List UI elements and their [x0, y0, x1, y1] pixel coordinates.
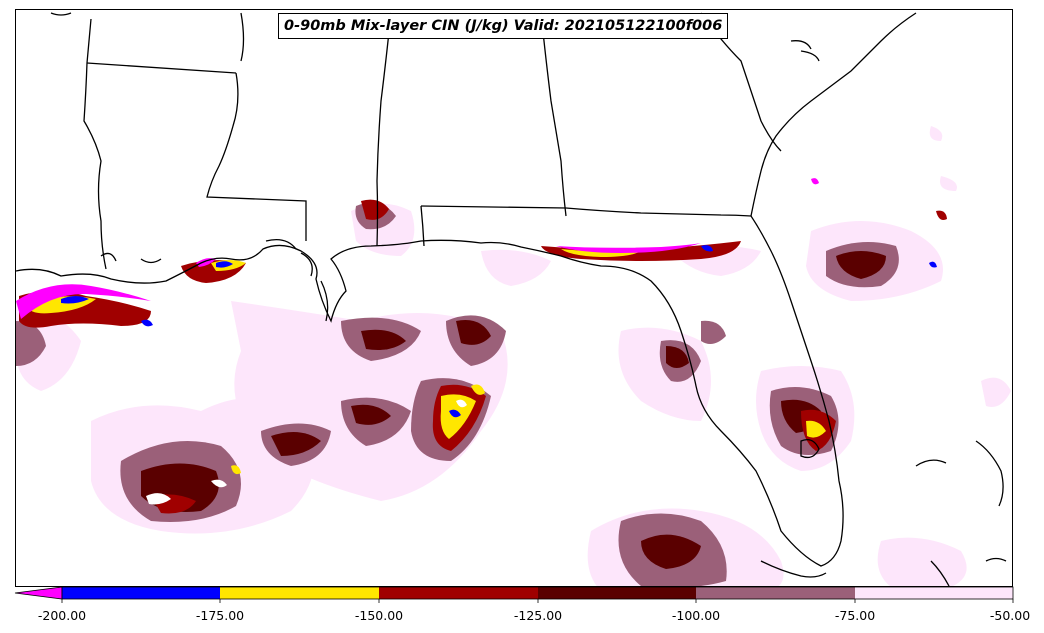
colorbar-tick-label: -150.00: [354, 608, 404, 623]
carolina-coast-detail: [790, 40, 820, 62]
geography-boundaries: [16, 12, 1007, 586]
map-panel: [15, 9, 1013, 587]
colorbar-segment-pink: [855, 587, 1013, 599]
map-canvas: [16, 12, 1011, 586]
colorbar-tick-label: -125.00: [513, 608, 563, 623]
colorbar: [14, 586, 1014, 603]
colorbar-tick-label: -75.00: [834, 608, 876, 623]
gulf-coastline: [16, 215, 844, 567]
lake-okeechobee: [800, 438, 820, 459]
border-alabama-florida: [420, 205, 425, 247]
border-north: [50, 12, 245, 62]
florida-keys: [760, 560, 827, 578]
colorbar-tick-label: -50.00: [989, 608, 1031, 623]
bahamas-islands: [915, 440, 1007, 586]
atlantic-coastline: [750, 12, 917, 217]
colorbar-extend-arrow: [14, 586, 63, 600]
colorbar-segment-mauve: [696, 587, 855, 599]
border-mississippi-river: [206, 72, 307, 241]
cin-shading: [16, 126, 1011, 586]
border-louisiana-arkansas: [86, 62, 237, 74]
colorbar-segment-yellow: [220, 587, 379, 599]
colorbar-segment-darkred: [538, 587, 696, 599]
colorbar-tick-label: -100.00: [671, 608, 721, 623]
colorbar-outline: [61, 586, 1014, 600]
border-georgia-sc: [700, 12, 782, 152]
colorbar-segment-blue: [62, 587, 220, 599]
colorbar-tick-label: -200.00: [37, 608, 87, 623]
louisiana-coast-detail: [100, 238, 329, 322]
border-mississippi-alabama: [376, 12, 392, 247]
cin-magenta-areas: [16, 178, 819, 319]
border-texas-louisiana: [83, 18, 107, 270]
border-alabama-georgia: [540, 12, 567, 217]
colorbar-segment-red: [379, 587, 538, 599]
cin-blue-areas: [61, 245, 937, 418]
cin-white-holes: [146, 399, 467, 505]
map-title: 0-90mb Mix-layer CIN (J/kg) Valid: 20210…: [278, 13, 729, 39]
colorbar-ticks: [61, 599, 1014, 603]
border-florida-georgia: [420, 205, 752, 217]
colorbar-tick-label: -175.00: [195, 608, 245, 623]
